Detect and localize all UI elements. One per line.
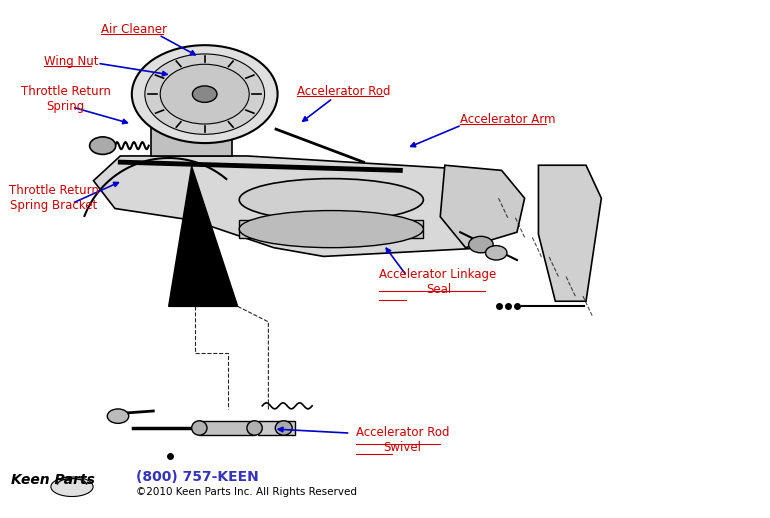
Ellipse shape: [51, 477, 93, 497]
Circle shape: [160, 64, 249, 124]
FancyBboxPatch shape: [199, 421, 255, 435]
Text: Air Cleaner: Air Cleaner: [101, 23, 167, 36]
Polygon shape: [538, 165, 601, 301]
Polygon shape: [440, 165, 524, 248]
Polygon shape: [239, 220, 424, 238]
Text: (800) 757-KEEN: (800) 757-KEEN: [136, 470, 259, 484]
Circle shape: [107, 409, 129, 423]
Text: Wing Nut: Wing Nut: [44, 55, 98, 68]
Text: Throttle Return
Spring Bracket: Throttle Return Spring Bracket: [9, 184, 99, 212]
Text: Accelerator Linkage 
Seal: Accelerator Linkage Seal: [379, 268, 500, 296]
Circle shape: [192, 86, 217, 103]
Ellipse shape: [239, 179, 424, 221]
Text: Accelerator Arm: Accelerator Arm: [460, 113, 556, 126]
Circle shape: [132, 45, 278, 143]
Polygon shape: [169, 166, 238, 307]
Text: Accelerator Rod
Swivel: Accelerator Rod Swivel: [356, 426, 450, 454]
Text: Throttle Return
Spring: Throttle Return Spring: [21, 85, 110, 113]
Circle shape: [486, 246, 507, 260]
FancyBboxPatch shape: [151, 127, 232, 156]
Ellipse shape: [247, 421, 263, 435]
FancyBboxPatch shape: [259, 421, 295, 435]
Circle shape: [469, 236, 493, 253]
Circle shape: [89, 137, 116, 154]
Ellipse shape: [192, 421, 207, 435]
Text: Keen Parts: Keen Parts: [11, 472, 95, 486]
Polygon shape: [93, 156, 507, 256]
Circle shape: [145, 54, 265, 134]
Ellipse shape: [239, 211, 424, 248]
Ellipse shape: [276, 421, 292, 435]
Text: Accelerator Rod: Accelerator Rod: [296, 85, 390, 98]
Text: ©2010 Keen Parts Inc. All Rights Reserved: ©2010 Keen Parts Inc. All Rights Reserve…: [136, 487, 357, 497]
